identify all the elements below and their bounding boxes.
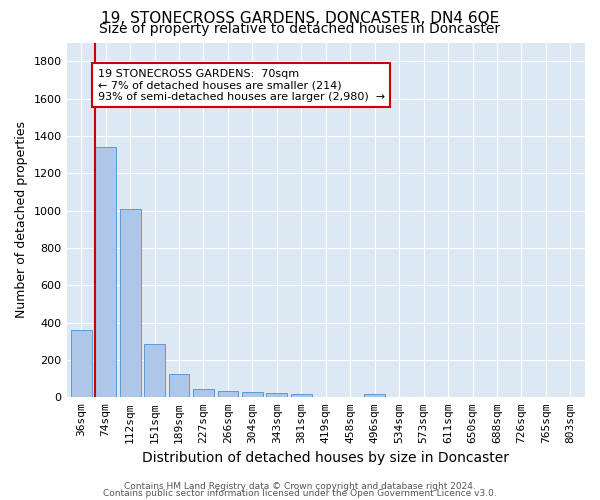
Text: 19, STONECROSS GARDENS, DONCASTER, DN4 6QE: 19, STONECROSS GARDENS, DONCASTER, DN4 6… — [101, 11, 499, 26]
Bar — [71, 330, 92, 398]
Bar — [266, 393, 287, 398]
Bar — [169, 374, 190, 398]
Bar — [144, 344, 165, 398]
Bar — [291, 394, 312, 398]
Bar — [218, 391, 238, 398]
Text: Contains HM Land Registry data © Crown copyright and database right 2024.: Contains HM Land Registry data © Crown c… — [124, 482, 476, 491]
Text: Size of property relative to detached houses in Doncaster: Size of property relative to detached ho… — [100, 22, 500, 36]
X-axis label: Distribution of detached houses by size in Doncaster: Distribution of detached houses by size … — [142, 451, 509, 465]
Text: 19 STONECROSS GARDENS:  70sqm
← 7% of detached houses are smaller (214)
93% of s: 19 STONECROSS GARDENS: 70sqm ← 7% of det… — [98, 68, 385, 102]
Bar — [95, 147, 116, 398]
Y-axis label: Number of detached properties: Number of detached properties — [15, 122, 28, 318]
Bar — [364, 394, 385, 398]
Bar — [242, 392, 263, 398]
Text: Contains public sector information licensed under the Open Government Licence v3: Contains public sector information licen… — [103, 488, 497, 498]
Bar — [193, 390, 214, 398]
Bar — [120, 208, 140, 398]
